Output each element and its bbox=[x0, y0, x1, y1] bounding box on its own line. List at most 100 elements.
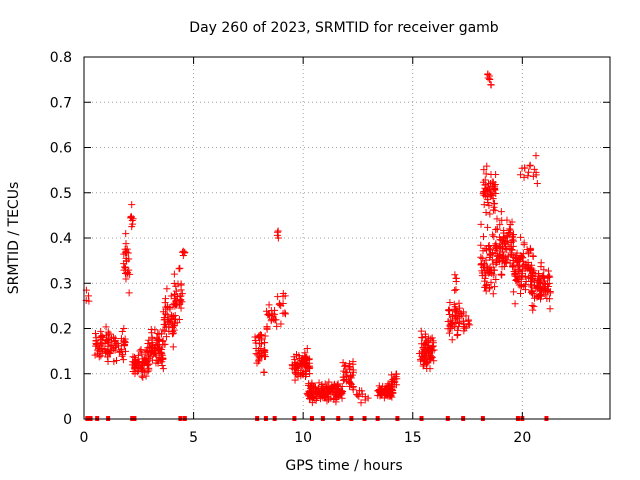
data-point bbox=[130, 353, 138, 361]
data-point bbox=[486, 268, 494, 276]
data-point bbox=[120, 341, 128, 349]
data-point bbox=[338, 388, 346, 396]
data-point bbox=[521, 265, 529, 273]
data-point bbox=[104, 353, 112, 361]
data-point bbox=[302, 370, 310, 378]
data-point bbox=[277, 302, 285, 310]
data-point bbox=[444, 325, 452, 333]
data-point bbox=[145, 343, 153, 351]
data-point bbox=[139, 373, 147, 381]
data-point bbox=[531, 294, 539, 302]
data-point bbox=[355, 387, 363, 395]
data-point bbox=[392, 370, 400, 378]
data-point bbox=[305, 392, 313, 400]
data-point bbox=[524, 258, 532, 266]
x-tick-label: 0 bbox=[80, 430, 89, 446]
data-point bbox=[510, 231, 517, 239]
data-point bbox=[159, 337, 167, 345]
data-point bbox=[175, 265, 183, 273]
data-point bbox=[448, 336, 456, 344]
data-point bbox=[451, 271, 459, 279]
data-point bbox=[388, 371, 396, 379]
data-point bbox=[127, 212, 135, 220]
y-tick-label: 0.4 bbox=[50, 231, 72, 247]
data-point bbox=[451, 286, 459, 294]
data-point bbox=[479, 233, 487, 241]
data-point bbox=[159, 365, 167, 373]
data-point bbox=[102, 323, 110, 331]
data-point bbox=[355, 392, 363, 400]
data-point bbox=[529, 306, 537, 314]
y-tick-label: 0.8 bbox=[50, 50, 72, 66]
data-point bbox=[530, 165, 538, 173]
data-point bbox=[514, 268, 522, 276]
data-point bbox=[316, 395, 324, 403]
data-point bbox=[290, 353, 298, 361]
data-point bbox=[134, 351, 142, 359]
data-point bbox=[525, 248, 533, 256]
data-point bbox=[481, 188, 489, 196]
data-point bbox=[342, 368, 350, 376]
data-point bbox=[295, 352, 303, 360]
data-point bbox=[515, 254, 523, 262]
data-point bbox=[103, 337, 111, 345]
data-point bbox=[384, 387, 392, 395]
data-point bbox=[273, 322, 281, 330]
data-point bbox=[479, 247, 487, 255]
data-point bbox=[267, 307, 275, 315]
data-point bbox=[323, 392, 331, 400]
x-tick-label: 15 bbox=[404, 430, 422, 446]
data-point bbox=[517, 233, 525, 241]
data-point bbox=[293, 362, 301, 370]
data-point bbox=[424, 359, 432, 367]
data-point bbox=[493, 247, 501, 255]
data-point bbox=[145, 366, 153, 374]
data-point bbox=[97, 339, 105, 347]
data-point bbox=[314, 385, 322, 393]
data-point bbox=[487, 278, 495, 286]
grid-lines bbox=[84, 57, 610, 419]
data-point bbox=[122, 240, 130, 248]
data-point bbox=[507, 243, 515, 251]
data-point bbox=[546, 305, 554, 313]
data-point bbox=[268, 315, 276, 323]
data-point bbox=[163, 285, 171, 293]
data-point bbox=[123, 245, 131, 253]
data-point bbox=[537, 287, 545, 295]
data-point bbox=[347, 374, 355, 382]
data-point bbox=[92, 341, 100, 349]
data-point bbox=[177, 286, 185, 294]
data-point bbox=[158, 350, 166, 358]
data-point bbox=[108, 342, 116, 350]
data-point bbox=[349, 384, 357, 392]
data-point bbox=[449, 318, 457, 326]
data-point bbox=[142, 372, 150, 380]
data-point bbox=[255, 355, 263, 363]
data-point bbox=[482, 283, 490, 291]
data-point bbox=[522, 286, 530, 294]
data-point bbox=[529, 269, 537, 277]
data-point bbox=[98, 333, 106, 341]
data-point bbox=[170, 326, 178, 334]
data-point bbox=[151, 326, 159, 334]
data-point bbox=[497, 270, 505, 278]
data-point bbox=[125, 289, 133, 297]
data-point bbox=[265, 312, 273, 320]
data-point bbox=[388, 393, 396, 401]
data-point bbox=[111, 337, 119, 345]
data-point bbox=[383, 387, 391, 395]
data-point bbox=[265, 301, 273, 309]
data-point bbox=[537, 259, 545, 267]
data-point bbox=[261, 332, 269, 340]
data-point bbox=[253, 359, 261, 367]
data-point bbox=[121, 264, 129, 272]
data-point bbox=[483, 246, 491, 254]
data-point bbox=[171, 311, 179, 319]
data-point bbox=[346, 363, 354, 371]
data-point bbox=[453, 331, 461, 339]
data-point bbox=[533, 179, 541, 187]
data-point bbox=[346, 379, 354, 387]
data-point bbox=[543, 286, 551, 294]
data-point bbox=[139, 362, 147, 370]
